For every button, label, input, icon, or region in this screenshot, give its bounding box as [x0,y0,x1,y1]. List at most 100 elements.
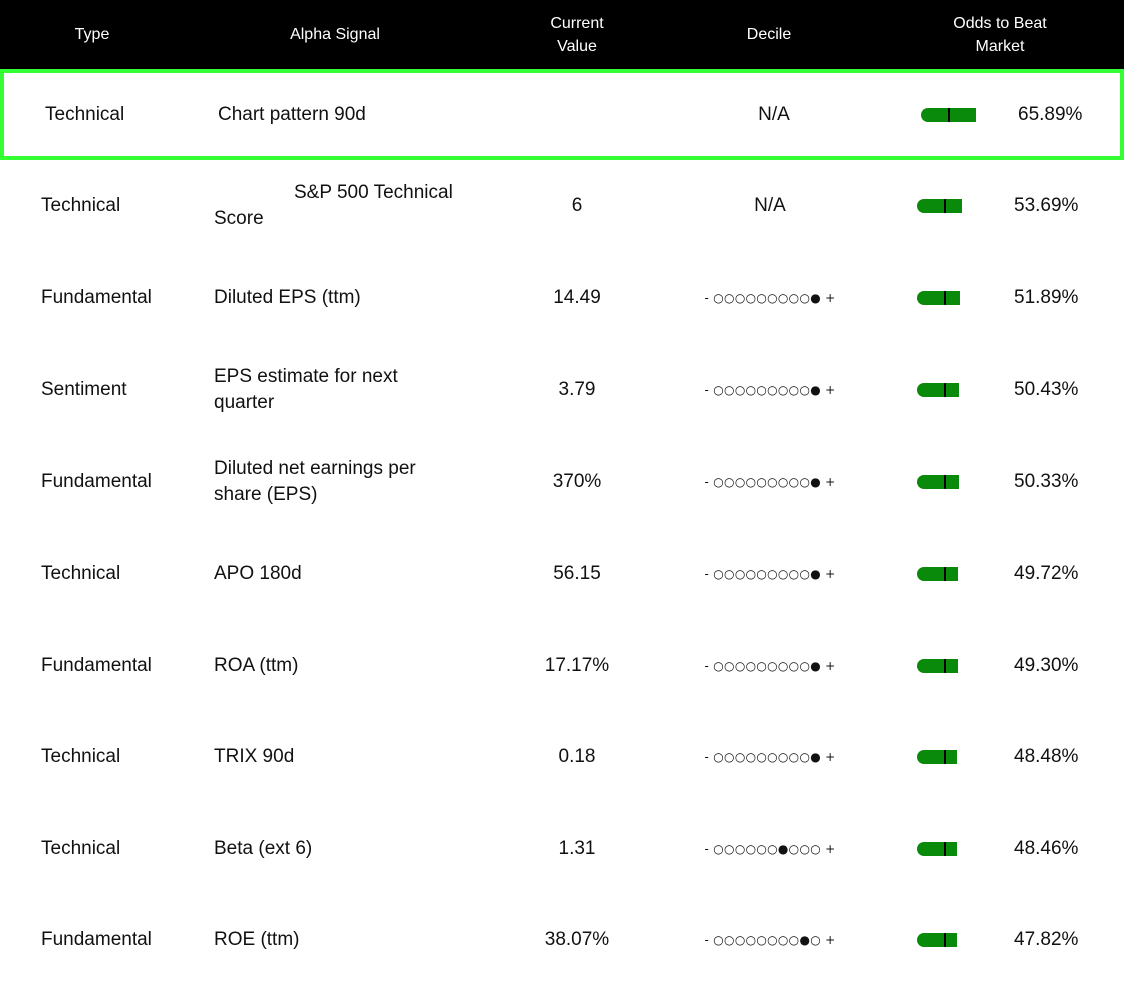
odds-gauge-tick [944,750,946,764]
odds-gauge [917,750,972,764]
table-row[interactable]: Fundamental ROE (ttm) 38.07% - ○○○○○○○○●… [0,894,1124,986]
row-decile: - ○○○○○○○○○● + [690,436,850,528]
odds-percent: 48.48% [1014,746,1079,767]
odds-gauge [921,108,976,122]
row-type: Fundamental [41,471,152,492]
row-current-value: 1.31 [558,838,596,859]
row-type: Technical [41,195,121,216]
odds-gauge-fill [917,383,959,397]
row-decile: - ○○○○○○○○○● + [690,252,850,344]
decile-indicator: - ○○○○○○○○○● + [704,750,836,764]
table-row[interactable]: Technical Chart pattern 90d N/A 65.89% [0,69,1124,160]
row-alpha-signal-line2: Score [214,208,264,229]
odds-gauge [917,291,972,305]
row-alpha-signal: EPS estimate for next quarter [214,344,489,436]
decile-na: N/A [758,104,790,125]
table-row[interactable]: Technical Beta (ext 6) 1.31 - ○○○○○○●○○○… [0,803,1124,895]
decile-indicator: - ○○○○○○●○○○ + [704,842,836,856]
table-row[interactable]: Technical TRIX 90d 0.18 - ○○○○○○○○○● + 4… [0,711,1124,803]
decile-indicator: - ○○○○○○○○○● + [704,659,836,673]
row-odds: 50.33% [917,436,1087,528]
odds-gauge-tick [944,933,946,947]
decile-na: N/A [754,195,786,216]
odds-gauge-tick [944,567,946,581]
row-odds: 51.89% [917,252,1087,344]
row-current-value: 6 [571,195,583,216]
row-odds: 48.48% [917,711,1087,803]
header-current-value: Current Value [517,0,637,69]
odds-gauge-tick [944,842,946,856]
row-alpha-signal: ROA (ttm) [214,655,299,676]
odds-gauge [917,842,972,856]
row-alpha-signal: TRIX 90d [214,746,295,767]
odds-gauge-fill [917,750,957,764]
row-type: Technical [41,838,121,859]
row-type: Technical [41,563,121,584]
row-odds: 48.46% [917,803,1087,895]
row-type: Sentiment [41,379,127,400]
odds-gauge-tick [944,383,946,397]
odds-gauge [917,659,972,673]
row-alpha-signal: S&P 500 Technical Score [214,160,489,252]
row-current-value: 0.18 [558,746,596,767]
row-odds: 47.82% [917,894,1087,986]
header-alpha-signal: Alpha Signal [290,26,380,43]
table-row[interactable]: Sentiment EPS estimate for next quarter … [0,344,1124,436]
row-alpha-signal: Chart pattern 90d [218,104,366,125]
header-decile: Decile [746,26,792,43]
odds-gauge-tick [944,199,946,213]
row-alpha-signal: Beta (ext 6) [214,838,313,859]
odds-gauge [917,933,972,947]
row-current-value: 38.07% [544,929,610,950]
row-type: Fundamental [41,929,152,950]
row-type: Fundamental [41,287,152,308]
odds-gauge-tick [948,108,950,122]
odds-gauge-tick [944,475,946,489]
decile-indicator: - ○○○○○○○○○● + [704,567,836,581]
decile-indicator: - ○○○○○○○○○● + [704,383,836,397]
row-alpha-signal-text: EPS estimate for next quarter [214,366,398,413]
row-decile: - ○○○○○○○○●○ + [690,894,850,986]
row-decile: N/A [694,69,854,161]
odds-percent: 50.43% [1014,379,1079,400]
odds-gauge-tick [944,659,946,673]
odds-gauge-fill [917,659,958,673]
row-decile: N/A [690,160,850,252]
row-current-value: 370% [552,471,602,492]
odds-percent: 53.69% [1014,195,1079,216]
row-alpha-signal-line1: S&P 500 Technical [294,182,453,203]
row-alpha-signal-text: Diluted net earnings per share (EPS) [214,458,416,505]
odds-gauge-fill [917,291,960,305]
row-alpha-signal: Diluted net earnings per share (EPS) [214,436,489,528]
odds-gauge [917,383,972,397]
odds-gauge-fill [917,475,959,489]
table-header: Type Alpha Signal Current Value Decile O… [0,0,1124,69]
odds-percent: 48.46% [1014,838,1079,859]
header-odds-line1: Odds to Beat [953,14,1047,32]
row-odds: 53.69% [917,160,1087,252]
odds-gauge-fill [917,933,957,947]
odds-gauge-tick [944,291,946,305]
row-decile: - ○○○○○○○○○● + [690,344,850,436]
odds-percent: 65.89% [1018,104,1083,125]
row-alpha-signal: Diluted EPS (ttm) [214,287,361,308]
row-alpha-signal: ROE (ttm) [214,929,300,950]
row-current-value: 3.79 [558,379,596,400]
row-type: Technical [45,104,125,125]
table-row[interactable]: Fundamental Diluted EPS (ttm) 14.49 - ○○… [0,252,1124,344]
row-odds: 50.43% [917,344,1087,436]
row-current-value: 56.15 [553,563,601,584]
row-current-value [521,69,641,161]
table-row[interactable]: Technical S&P 500 Technical Score 6 N/A … [0,160,1124,252]
odds-percent: 51.89% [1014,287,1079,308]
row-decile: - ○○○○○○○○○● + [690,528,850,620]
header-type: Type [74,26,110,43]
row-current-value: 14.49 [553,287,601,308]
row-decile: - ○○○○○○○○○● + [690,620,850,712]
table-row[interactable]: Technical APO 180d 56.15 - ○○○○○○○○○● + … [0,528,1124,620]
table-row[interactable]: Fundamental ROA (ttm) 17.17% - ○○○○○○○○○… [0,620,1124,712]
odds-percent: 50.33% [1014,471,1079,492]
header-current-value-line1: Current [550,14,604,32]
table-row[interactable]: Fundamental Diluted net earnings per sha… [0,436,1124,528]
